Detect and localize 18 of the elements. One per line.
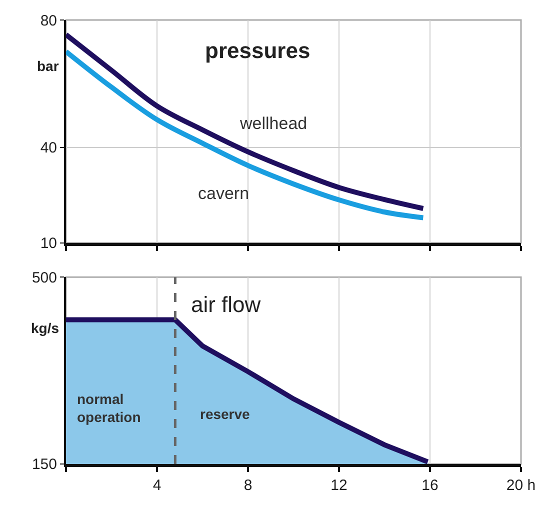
x-tick-label: 20 h (506, 477, 536, 494)
series-label: cavern (198, 184, 250, 203)
y-tick-label: 80 (40, 12, 57, 30)
text: air flow (191, 292, 261, 317)
y-axis-title: kg/s (31, 320, 60, 336)
y-tick-label: 500 (32, 269, 57, 286)
y-axis-title: bar (37, 58, 60, 74)
y-tick-label: 10 (40, 235, 57, 252)
x-tick-label: 8 (244, 477, 252, 494)
x-tick-label: 4 (152, 477, 162, 494)
x-tick-label: 12 (330, 477, 348, 494)
annotation: reserve (200, 406, 250, 422)
x-tick-label: 16 (422, 477, 438, 494)
y-tick-label: 40 (40, 140, 57, 157)
series-label: wellhead (239, 114, 308, 133)
annotation: normal operation (77, 391, 141, 426)
y-tick-label: 150 (32, 456, 57, 474)
text: pressures (205, 38, 310, 63)
